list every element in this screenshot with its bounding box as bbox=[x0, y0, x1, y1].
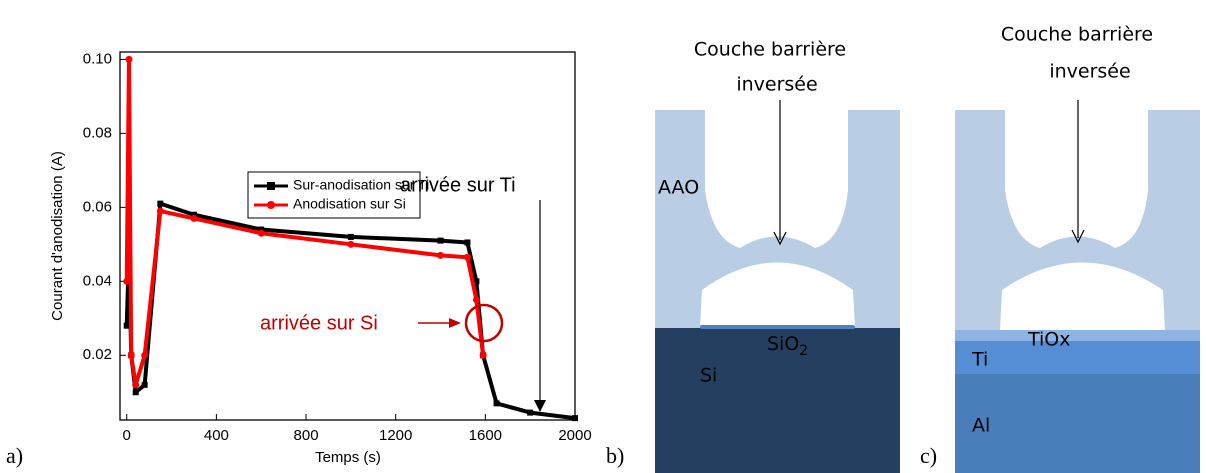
marker bbox=[473, 278, 480, 285]
marker bbox=[190, 211, 197, 218]
y-axis-label: Courant d'anodisation (A) bbox=[49, 151, 66, 321]
tiox-layer bbox=[955, 330, 1200, 341]
arrow-head bbox=[773, 231, 787, 246]
marker bbox=[141, 381, 148, 388]
marker bbox=[437, 237, 444, 244]
y-tick-label: 0.04 bbox=[83, 272, 112, 289]
marker bbox=[472, 296, 480, 304]
panel-label: b) bbox=[606, 443, 624, 468]
pore bbox=[705, 110, 848, 248]
annotation-arrow-head bbox=[449, 318, 461, 328]
panel-label: a) bbox=[6, 443, 23, 468]
x-tick-label: 400 bbox=[204, 427, 229, 444]
annotation-circle bbox=[464, 303, 504, 343]
marker bbox=[157, 200, 164, 207]
sio2-layer bbox=[700, 325, 855, 329]
marker bbox=[123, 277, 131, 285]
annotation-arrow-head bbox=[534, 400, 546, 412]
marker bbox=[464, 239, 471, 246]
legend-marker bbox=[267, 182, 275, 190]
diagram-title: Couche barrière bbox=[694, 39, 846, 61]
void bbox=[700, 262, 855, 328]
diagram-c: Couche barrière inversée TiOx Ti Al bbox=[955, 24, 1200, 473]
diagram-title: inversée bbox=[1049, 61, 1130, 83]
substrate-label: Al bbox=[972, 415, 990, 437]
void bbox=[1000, 262, 1165, 330]
marker bbox=[141, 351, 149, 359]
al-substrate bbox=[955, 374, 1200, 473]
diagram-title: inversée bbox=[736, 74, 817, 96]
marker bbox=[527, 409, 534, 416]
y-tick-label: 0.08 bbox=[83, 124, 112, 141]
legend-box bbox=[247, 171, 421, 219]
annotation: arrivée sur Si bbox=[260, 312, 378, 334]
y-tick-label: 0.06 bbox=[83, 198, 112, 215]
arrow-head bbox=[1071, 229, 1085, 244]
x-tick-label: 800 bbox=[294, 427, 319, 444]
marker bbox=[190, 214, 198, 222]
y-tick-label: 0.02 bbox=[83, 346, 112, 363]
marker bbox=[347, 233, 354, 240]
x-axis-label: Temps (s) bbox=[315, 449, 381, 466]
x-tick-label: 1600 bbox=[469, 427, 502, 444]
diagram-b: Couche barrière inversée AAO SiO2 Si bbox=[655, 39, 900, 473]
y-tick-label: 0.10 bbox=[83, 50, 112, 67]
plot-frame bbox=[119, 51, 576, 421]
ti-layer bbox=[955, 341, 1200, 374]
legend-marker bbox=[267, 201, 275, 209]
x-tick-label: 2000 bbox=[558, 427, 591, 444]
legend-label: Sur-anodisation sur Ti bbox=[293, 177, 429, 193]
x-tick-label: 1200 bbox=[379, 427, 412, 444]
marker bbox=[493, 400, 500, 407]
marker bbox=[123, 322, 130, 329]
marker bbox=[258, 226, 265, 233]
marker bbox=[463, 253, 471, 261]
pore bbox=[1005, 110, 1148, 248]
layer-label: Ti bbox=[971, 349, 988, 371]
diagram-title: Couche barrière bbox=[1001, 24, 1153, 46]
marker bbox=[127, 351, 135, 359]
aao-label: AAO bbox=[658, 177, 699, 199]
oxide-subscript: 2 bbox=[799, 343, 808, 359]
marker bbox=[132, 381, 140, 389]
legend-label: Anodisation sur Si bbox=[293, 196, 406, 212]
oxide-label: TiOx bbox=[1027, 329, 1071, 351]
marker bbox=[479, 351, 487, 359]
si-substrate bbox=[655, 328, 900, 473]
x-tick-label: 0 bbox=[123, 427, 131, 444]
marker bbox=[125, 55, 133, 63]
series-line bbox=[124, 57, 486, 387]
marker bbox=[572, 415, 578, 422]
panel-label: c) bbox=[920, 443, 937, 468]
substrate-label: Si bbox=[700, 365, 717, 387]
marker bbox=[347, 240, 355, 248]
oxide-label: SiO2 bbox=[767, 333, 808, 360]
marker bbox=[437, 251, 445, 259]
marker bbox=[257, 229, 265, 237]
oxide-text: SiO bbox=[767, 333, 799, 355]
marker bbox=[156, 207, 164, 215]
annotation: arrivée sur Ti bbox=[400, 174, 516, 196]
marker bbox=[132, 389, 139, 396]
